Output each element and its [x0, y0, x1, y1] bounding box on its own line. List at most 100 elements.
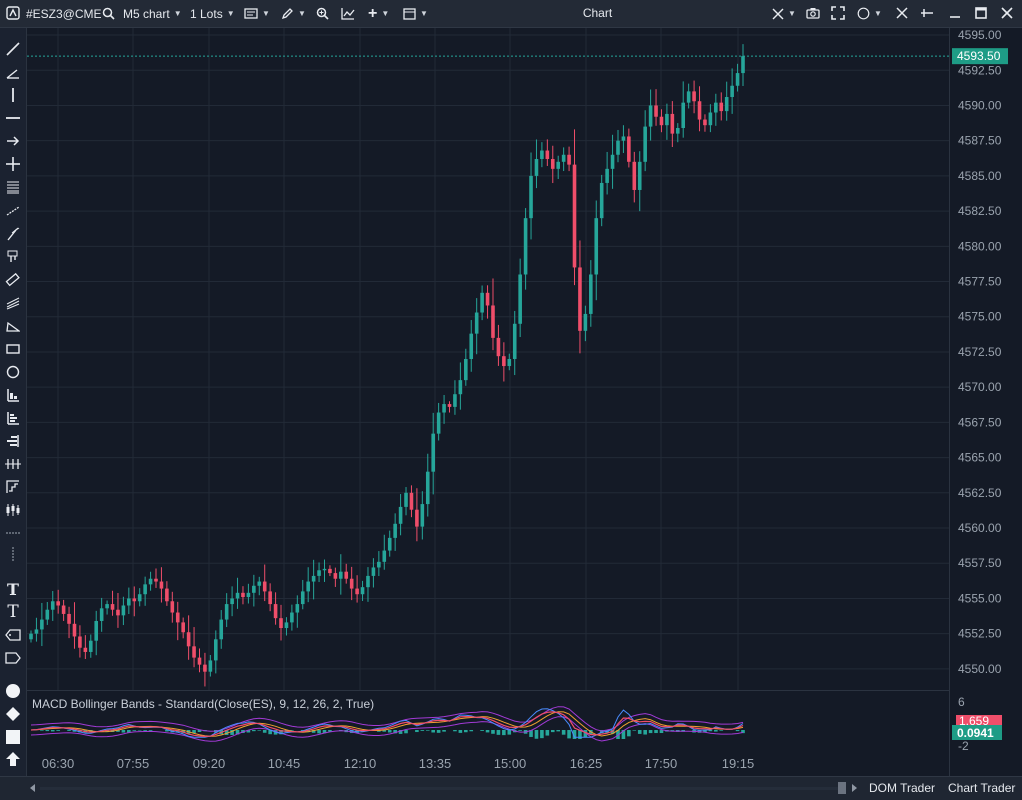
plus-icon: +	[368, 5, 377, 23]
diamond-icon[interactable]	[4, 705, 22, 723]
candle-body	[638, 162, 642, 190]
text-icon[interactable]: T	[4, 603, 22, 621]
parallel-lines-icon[interactable]	[4, 178, 22, 196]
symbol-selector[interactable]: #ESZ3@CME	[26, 0, 102, 27]
histogram-bar	[257, 730, 261, 731]
horizontal-line-icon[interactable]	[4, 109, 22, 127]
pitchfork-icon[interactable]	[4, 225, 22, 243]
candle-body	[556, 162, 560, 169]
tools-icon[interactable]	[895, 6, 909, 20]
price-label-icon[interactable]	[4, 626, 22, 644]
cycle-icon[interactable]	[4, 455, 22, 473]
minimize-icon[interactable]	[948, 6, 962, 20]
candle-tool-icon[interactable]	[4, 501, 22, 519]
chart-settings-dropdown[interactable]: ▼	[244, 0, 270, 27]
ruler-icon[interactable]	[4, 271, 22, 289]
price-chart[interactable]	[27, 28, 949, 690]
volume-profile-icon[interactable]	[4, 409, 22, 427]
scroll-left-icon[interactable]	[30, 784, 35, 792]
candle-body	[671, 114, 675, 134]
horizontal-scrollbar[interactable]	[40, 787, 838, 790]
vertical-line-icon[interactable]	[4, 86, 22, 104]
tag-icon[interactable]	[4, 649, 22, 667]
pin-icon[interactable]	[920, 6, 934, 20]
scroll-right-icon[interactable]	[852, 784, 857, 792]
chart-trader-button[interactable]: Chart Trader	[948, 777, 1015, 800]
channel-icon[interactable]	[4, 294, 22, 312]
time-axis-label: 07:55	[117, 756, 150, 771]
candle-body	[578, 267, 582, 330]
drag-handle-icon[interactable]	[4, 545, 22, 563]
price-levels-icon[interactable]	[4, 432, 22, 450]
histogram-bar	[437, 730, 441, 733]
candle-body	[219, 620, 223, 640]
time-axis-label: 10:45	[268, 756, 301, 771]
chevron-down-icon: ▼	[174, 9, 182, 18]
candle-body	[643, 127, 647, 162]
text-format-icon[interactable]: T	[4, 580, 22, 598]
app-logo-icon	[6, 6, 20, 20]
close-icon[interactable]	[1000, 6, 1014, 20]
arrow-up-icon[interactable]	[4, 750, 22, 768]
candle-body	[453, 394, 457, 407]
price-axis-label: 4565.00	[958, 451, 1002, 465]
fib-tool-icon[interactable]	[4, 247, 22, 265]
indicators-icon[interactable]	[341, 6, 355, 20]
camera-icon[interactable]	[806, 6, 820, 20]
theme-dropdown[interactable]: ▼	[857, 0, 882, 27]
candlestick-chart[interactable]	[27, 28, 949, 690]
search-icon[interactable]	[101, 6, 115, 20]
drawing-tool-dropdown[interactable]: ▼	[281, 0, 306, 27]
candle-body	[100, 608, 104, 621]
expand-icon[interactable]	[831, 6, 845, 20]
histogram-bar	[649, 730, 653, 733]
time-axis-label: 12:10	[344, 756, 377, 771]
line-tool-icon[interactable]	[4, 40, 22, 58]
bar-pattern-icon[interactable]	[4, 386, 22, 404]
candle-body	[165, 589, 169, 602]
chart-type-dropdown[interactable]: M5 chart ▼	[123, 0, 182, 27]
dom-trader-button[interactable]: DOM Trader	[869, 777, 935, 800]
step-line-icon[interactable]	[4, 478, 22, 496]
dot-icon[interactable]	[4, 682, 22, 700]
candle-body	[475, 313, 479, 334]
candle-body	[665, 114, 669, 125]
candle-body	[399, 507, 403, 524]
arrow-right-icon[interactable]	[4, 132, 22, 150]
histogram-bar	[643, 730, 647, 735]
macd-line	[31, 709, 743, 737]
angle-line-icon[interactable]	[4, 64, 22, 82]
price-axis-label: 4567.50	[958, 415, 1002, 429]
candle-body	[535, 159, 539, 176]
crosshair-icon[interactable]	[4, 155, 22, 173]
chevron-down-icon: ▼	[381, 9, 389, 18]
price-axis-labels: 4595.004592.504590.004587.504585.004582.…	[950, 28, 1022, 776]
ellipse-icon[interactable]	[4, 363, 22, 381]
maximize-icon[interactable]	[974, 6, 988, 20]
candle-body	[143, 584, 147, 594]
candle-body	[274, 604, 278, 618]
crosshair-dropdown[interactable]: ▼	[772, 0, 796, 27]
ray-icon[interactable]	[4, 202, 22, 220]
square-icon[interactable]	[4, 728, 22, 746]
scrollbar-thumb[interactable]	[838, 782, 846, 794]
histogram-bar	[464, 730, 468, 732]
candle-body	[654, 105, 658, 116]
macd-value-green: 0.0941	[957, 726, 994, 740]
macd-panel[interactable]: MACD Bollinger Bands - Standard(Close(ES…	[27, 690, 949, 753]
lots-dropdown[interactable]: 1 Lots ▼	[190, 0, 235, 27]
layout-dropdown[interactable]: ▼	[403, 0, 428, 27]
rectangle-icon[interactable]	[4, 340, 22, 358]
indicator-label[interactable]: MACD Bollinger Bands - Standard(Close(ES…	[32, 697, 374, 711]
candle-body	[192, 646, 196, 657]
zoom-icon[interactable]	[315, 6, 329, 20]
candle-body	[497, 338, 501, 356]
price-axis-label: 4570.00	[958, 380, 1002, 394]
add-dropdown[interactable]: + ▼	[368, 0, 389, 27]
candle-body	[62, 605, 66, 613]
price-axis-label: 4572.50	[958, 345, 1002, 359]
triangle-icon[interactable]	[4, 317, 22, 335]
time-axis-label: 15:00	[494, 756, 527, 771]
